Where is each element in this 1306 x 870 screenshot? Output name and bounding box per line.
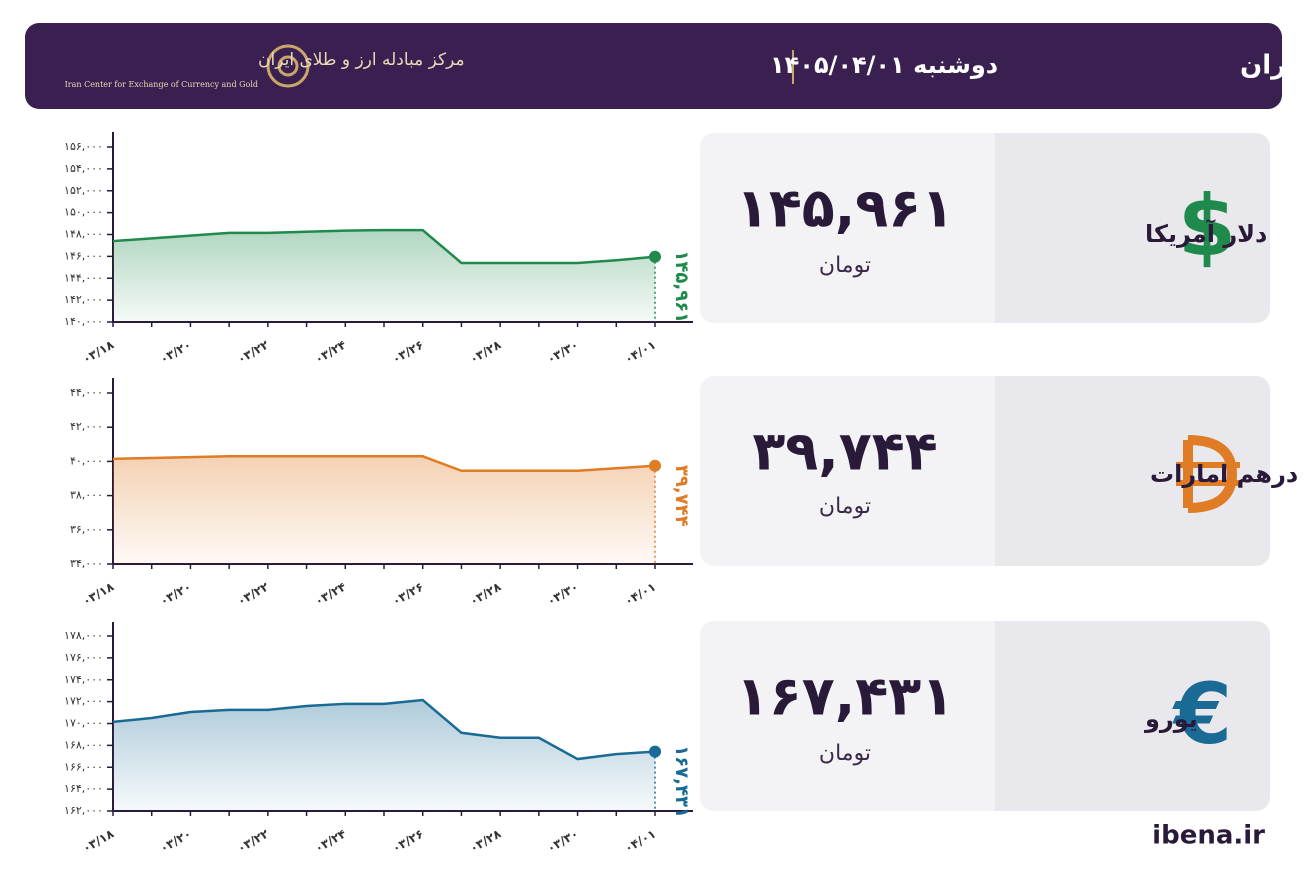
value-label: ۱۴۵,۹۶۱ bbox=[671, 250, 692, 323]
y-tick-label: ۱۶۶,۰۰۰ bbox=[64, 760, 103, 773]
unit: تومان bbox=[819, 494, 871, 519]
x-tick-label: ۰۳/۳۰ bbox=[545, 338, 581, 367]
y-tick-label: ۱۷۴,۰۰۰ bbox=[64, 673, 103, 686]
y-tick-label: ۱۷۰,۰۰۰ bbox=[64, 717, 103, 730]
line bbox=[112, 455, 656, 473]
x-tick-label: ۰۳/۳۰ bbox=[545, 827, 581, 856]
header-date: دوشنبه ۱۴۰۵/۰۴/۰۱ bbox=[770, 51, 998, 79]
y-tick-label: ۱۵۰,۰۰۰ bbox=[64, 206, 103, 219]
y-tick-label: ۴۲,۰۰۰ bbox=[70, 420, 103, 433]
line bbox=[112, 698, 656, 761]
line bbox=[112, 228, 656, 265]
logo bbox=[266, 44, 310, 88]
x-tick-label: ۰۳/۲۶ bbox=[390, 580, 426, 609]
x-tick-label: ۰۳/۲۶ bbox=[390, 827, 426, 856]
y-tick-label: ۳۸,۰۰۰ bbox=[70, 489, 103, 502]
x-tick-label: ۰۳/۲۸ bbox=[467, 337, 504, 366]
currency-name: درهم امارات bbox=[1150, 460, 1298, 488]
x-tick-label: ۰۳/۱۸ bbox=[80, 826, 117, 855]
unit: تومان bbox=[819, 253, 871, 278]
area bbox=[113, 699, 655, 811]
x-tick-label: ۰۴/۰۱ bbox=[622, 580, 658, 609]
y-tick-label: ۱۶۲,۰۰۰ bbox=[64, 804, 103, 817]
y-tick-label: ۱۵۶,۰۰۰ bbox=[64, 140, 103, 153]
y-tick-label: ۱۴۴,۰۰۰ bbox=[64, 271, 103, 284]
y-tick-label: ۱۶۸,۰۰۰ bbox=[64, 738, 103, 751]
x-tick-label: ۰۳/۲۰ bbox=[158, 580, 194, 609]
x-tick-label: ۰۴/۰۱ bbox=[622, 338, 658, 367]
x-tick-label: ۰۳/۲۴ bbox=[312, 827, 348, 856]
x-tick-label: ۰۳/۲۲ bbox=[235, 337, 272, 366]
end-point bbox=[649, 459, 661, 472]
price: ۳۹,۷۴۴ bbox=[752, 420, 937, 483]
x-tick-label: ۰۳/۲۸ bbox=[467, 579, 504, 608]
y-tick-label: ۱۷۲,۰۰۰ bbox=[64, 695, 103, 708]
value-label: ۳۹,۷۴۴ bbox=[671, 465, 692, 527]
unit: تومان bbox=[819, 741, 871, 766]
y-tick-label: ۳۴,۰۰۰ bbox=[70, 557, 103, 570]
y-tick-label: ۱۷۶,۰۰۰ bbox=[64, 651, 103, 664]
currency-name: دلار آمریکا bbox=[1145, 219, 1267, 248]
y-tick-label: ۱۴۶,۰۰۰ bbox=[64, 249, 103, 262]
y-tick-label: ۱۷۸,۰۰۰ bbox=[64, 629, 103, 642]
area bbox=[113, 456, 655, 564]
card-backgrounds bbox=[700, 133, 1270, 811]
x-tick-label: ۰۳/۳۰ bbox=[545, 580, 581, 609]
y-tick-label: ۴۰,۰۰۰ bbox=[70, 454, 103, 467]
x-tick-label: ۰۳/۱۸ bbox=[80, 579, 117, 608]
footer-site: ibena.ir bbox=[1152, 821, 1265, 851]
header-bar bbox=[25, 23, 1282, 109]
x-tick-label: ۰۳/۲۸ bbox=[467, 826, 504, 855]
value-label: ۱۶۷,۴۳۱ bbox=[671, 745, 692, 818]
y-tick-label: ۱۴۲,۰۰۰ bbox=[64, 293, 103, 306]
y-tick-label: ۱۴۰,۰۰۰ bbox=[64, 315, 103, 328]
y-tick-label: ۳۶,۰۰۰ bbox=[70, 523, 103, 536]
y-tick-label: ۱۵۲,۰۰۰ bbox=[64, 184, 103, 197]
x-tick-label: ۰۳/۲۶ bbox=[390, 338, 426, 367]
x-tick-label: ۰۳/۲۴ bbox=[312, 580, 348, 609]
price: ۱۶۷,۴۳۱ bbox=[736, 665, 954, 728]
x-tick-label: ۰۴/۰۱ bbox=[622, 827, 658, 856]
logo-english: Iran Center for Exchange of Currency and… bbox=[65, 80, 258, 89]
y-tick-label: ۱۴۸,۰۰۰ bbox=[64, 228, 103, 241]
area bbox=[113, 230, 655, 322]
price: ۱۴۵,۹۶۱ bbox=[736, 177, 954, 240]
x-tick-label: ۰۳/۲۰ bbox=[158, 338, 194, 367]
dirham-icon bbox=[1176, 435, 1240, 513]
x-tick-label: ۰۳/۱۸ bbox=[80, 337, 117, 366]
y-tick-label: ۱۶۴,۰۰۰ bbox=[64, 782, 103, 795]
y-tick-label: ۱۵۴,۰۰۰ bbox=[64, 162, 103, 175]
x-tick-label: ۰۳/۲۲ bbox=[235, 579, 272, 608]
x-tick-label: ۰۳/۲۰ bbox=[158, 827, 194, 856]
header-title: نرخ قیمت ارز مرکز مبادله ایران bbox=[1240, 51, 1306, 81]
currency-symbol: $ bbox=[1178, 177, 1236, 275]
logo-name: مرکز مبادله ارز و طلای ایران bbox=[258, 50, 465, 70]
end-point bbox=[649, 745, 661, 758]
currency-name: یورو bbox=[1144, 705, 1198, 733]
x-tick-label: ۰۳/۲۲ bbox=[235, 826, 272, 855]
currency-symbol: € bbox=[1172, 665, 1232, 763]
x-tick-label: ۰۳/۲۴ bbox=[312, 338, 348, 367]
end-point bbox=[649, 250, 661, 263]
y-tick-label: ۴۴,۰۰۰ bbox=[70, 386, 103, 399]
